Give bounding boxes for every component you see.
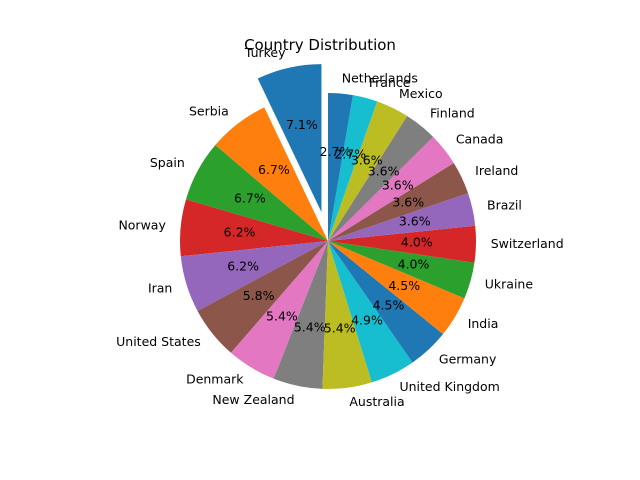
pie-slice-united-states [197, 241, 328, 353]
percent-label-denmark: 5.4% [266, 308, 298, 323]
percent-label-united-states: 5.8% [243, 288, 275, 303]
slice-label-finland: Finland [430, 106, 475, 121]
percent-label-united-kingdom: 4.9% [351, 312, 383, 327]
slice-label-iran: Iran [148, 280, 172, 295]
pie-slices [180, 64, 477, 389]
pie-slice-united-kingdom [328, 241, 413, 383]
slice-label-norway: Norway [118, 218, 166, 233]
slice-label-india: India [468, 316, 499, 331]
percent-label-ireland: 3.6% [392, 195, 424, 210]
percent-label-france: 2.7% [334, 147, 366, 162]
pie-slice-finland [328, 115, 434, 241]
pie-slice-turkey [257, 64, 322, 213]
slice-label-switzerland: Switzerland [491, 236, 564, 251]
slice-label-united-states: United States [116, 334, 201, 349]
pie-slice-ukraine [328, 241, 475, 299]
pie-slice-iran [180, 241, 328, 311]
pie-slice-switzerland [328, 225, 477, 263]
pie-slice-spain [185, 145, 328, 241]
percent-labels: 7.1%6.7%6.7%6.2%6.2%5.8%5.4%5.4%5.4%4.9%… [224, 117, 433, 336]
percent-label-mexico: 3.6% [351, 153, 383, 168]
percent-label-turkey: 7.1% [286, 117, 318, 132]
percent-label-serbia: 6.7% [258, 162, 290, 177]
slice-label-new-zealand: New Zealand [212, 392, 294, 407]
slice-label-canada: Canada [456, 132, 504, 147]
pie-slice-mexico [328, 101, 408, 241]
slice-label-france: France [369, 75, 411, 90]
slice-label-germany: Germany [439, 352, 497, 367]
percent-label-canada: 3.6% [382, 178, 414, 193]
percent-label-finland: 3.6% [368, 163, 400, 178]
pie-slice-netherlands [328, 93, 353, 241]
pie-slice-germany [328, 241, 444, 363]
percent-label-brazil: 3.6% [399, 213, 431, 228]
slice-label-denmark: Denmark [186, 372, 244, 387]
percent-label-germany: 4.5% [373, 298, 405, 313]
slice-label-ukraine: Ukraine [485, 276, 534, 291]
slice-label-ireland: Ireland [475, 163, 518, 178]
percent-label-ukraine: 4.0% [398, 256, 430, 271]
percent-label-india: 4.5% [388, 278, 420, 293]
percent-label-new-zealand: 5.4% [294, 319, 326, 334]
pie-slice-denmark [230, 241, 328, 379]
pie-slice-new-zealand [273, 241, 328, 389]
slice-labels: Turkey Serbia Spain Norway Iran United States… [116, 45, 564, 409]
slice-label-serbia: Serbia [189, 103, 229, 118]
pie-slice-brazil [328, 193, 476, 241]
pie-slice-serbia [215, 107, 328, 241]
percent-label-australia: 5.4% [324, 321, 356, 336]
percent-label-switzerland: 4.0% [401, 234, 433, 249]
slice-label-turkey: Turkey [244, 45, 286, 60]
percent-label-norway: 6.2% [224, 224, 256, 239]
pie-slice-australia [322, 241, 372, 389]
pie-slice-ireland [328, 163, 469, 241]
slice-label-australia: Australia [349, 394, 404, 409]
percent-label-netherlands: 2.7% [320, 144, 352, 159]
pie-slice-norway [180, 199, 328, 257]
slice-label-netherlands: Netherlands [342, 70, 418, 85]
chart-title: Country Distribution [244, 36, 396, 54]
pie-slice-canada [328, 136, 454, 241]
percent-label-spain: 6.7% [234, 190, 266, 205]
slice-label-spain: Spain [150, 155, 185, 170]
slice-label-mexico: Mexico [399, 86, 443, 101]
percent-label-iran: 6.2% [227, 259, 259, 274]
slice-label-united-kingdom: United Kingdom [399, 379, 499, 394]
pie-slice-india [328, 241, 465, 335]
slice-label-brazil: Brazil [487, 198, 522, 213]
pie-slice-france [328, 95, 378, 241]
